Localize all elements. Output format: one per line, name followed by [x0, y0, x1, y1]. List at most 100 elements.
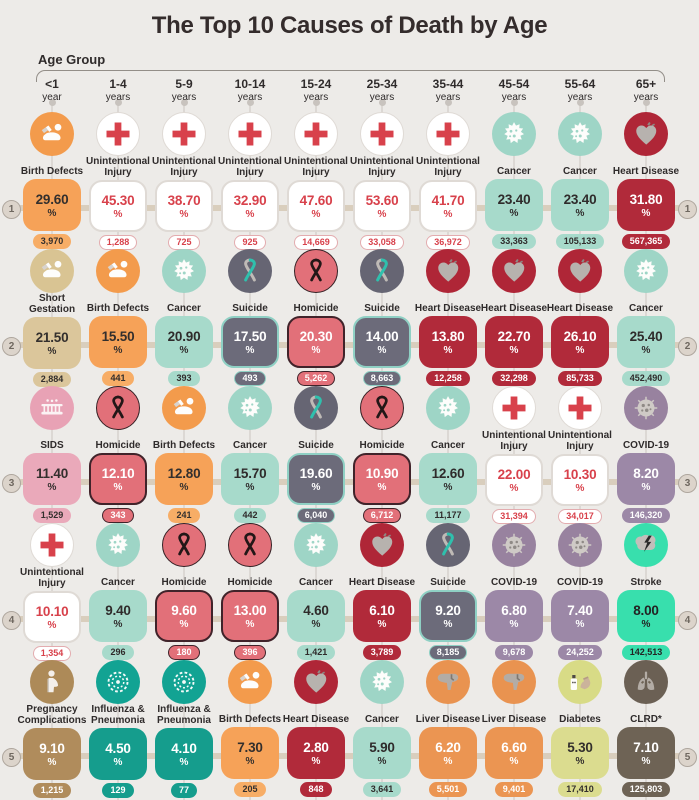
cause-cell: Unintentional Injury 32.90% 925: [217, 112, 283, 250]
percent-box: 5.30%: [551, 727, 609, 779]
cause-cell: Cancer 12.60% 11,177: [415, 386, 481, 523]
percent-sign: %: [113, 208, 123, 220]
deaths-count-badge: 2,884: [32, 372, 72, 387]
cancer-cell-icon-glyph: [570, 122, 590, 144]
percent-box: 12.10%: [89, 453, 147, 505]
column-dot: [114, 99, 122, 106]
percent-sign: %: [245, 344, 255, 356]
red-cross-icon-glyph: [502, 396, 526, 420]
column-dot: [48, 99, 56, 106]
liver-icon: [426, 660, 470, 704]
homicide-ribbon-icon: [360, 386, 404, 430]
cause-label: Homicide: [227, 576, 273, 588]
cause-cell: Suicide 17.50% 493: [217, 249, 283, 386]
deaths-count-badge: 3,789: [362, 645, 402, 660]
percent-value: 4.60: [303, 602, 329, 618]
percent-value: 8.20: [633, 465, 659, 481]
percent-box: 32.90%: [221, 180, 279, 232]
parent-and-baby-icon: [30, 249, 74, 293]
rank-number: 5: [684, 751, 691, 763]
rank-badge-3-right: 3: [678, 473, 697, 493]
red-cross-icon-glyph: [568, 396, 592, 420]
percent-value: 53.60: [365, 192, 399, 208]
percent-sign: %: [641, 618, 651, 630]
percent-box: 7.10%: [617, 727, 675, 779]
percent-sign: %: [443, 755, 453, 767]
cause-cell: Birth Defects 12.80% 241: [151, 386, 217, 523]
homicide-ribbon-icon-glyph: [310, 258, 322, 282]
cause-cell: Unintentional Injury 41.70% 36,972: [415, 112, 481, 250]
cause-label: COVID-19: [556, 576, 604, 588]
cancer-cell-icon: [492, 112, 536, 156]
rank-badge-1-right: 1: [678, 199, 697, 219]
parent-and-baby-icon: [162, 386, 206, 430]
covid-virus-icon: [624, 386, 668, 430]
percent-sign: %: [575, 618, 585, 630]
age-group-header-8: 55-64 years: [547, 77, 613, 103]
cause-cell: Homicide 20.30% 5,262: [283, 249, 349, 386]
cause-label: Birth Defects: [20, 165, 84, 177]
rank-number: 1: [8, 203, 15, 215]
percent-box: 6.20%: [419, 727, 477, 779]
percent-box: 21.50%: [23, 317, 81, 369]
cause-label: Unintentional Injury: [416, 156, 480, 178]
age-unit-label: year: [42, 92, 62, 103]
cause-cell: Cancer 20.90% 393: [151, 249, 217, 386]
deaths-count-badge: 142,513: [621, 645, 671, 660]
deaths-count-badge: 36,972: [426, 235, 470, 250]
percent-value: 25.40: [629, 328, 663, 344]
cause-label: Liver Disease: [415, 713, 481, 725]
percent-sign: %: [377, 618, 387, 630]
covid-virus-icon: [558, 523, 602, 567]
deaths-count-badge: 205: [234, 782, 266, 797]
percent-box: 23.40%: [485, 179, 543, 231]
age-unit-label: years: [501, 92, 527, 103]
percent-value: 15.50: [101, 328, 135, 344]
percent-sign: %: [179, 208, 189, 220]
deaths-count-badge: 85,733: [558, 371, 602, 386]
percent-value: 11.40: [35, 465, 69, 481]
age-range-label: 1-4: [109, 77, 127, 91]
rank-number: 3: [684, 477, 691, 489]
red-cross-icon: [558, 386, 602, 430]
percent-value: 9.20: [435, 602, 461, 618]
column-dot: [444, 99, 452, 106]
row-connector-line: [12, 479, 687, 485]
cancer-cell-icon-glyph: [636, 259, 656, 281]
liver-icon-glyph: [437, 673, 459, 690]
cancer-cell-icon: [162, 249, 206, 293]
cause-cell: Suicide 9.20% 8,185: [415, 523, 481, 660]
homicide-ribbon-icon-glyph: [112, 395, 124, 419]
cause-cell: Stroke 8.00% 142,513: [613, 523, 679, 660]
flu-virus-icon-glyph: [107, 671, 129, 693]
insulin-icon-glyph: [570, 675, 591, 690]
heart-icon: [294, 660, 338, 704]
percent-value: 19.60: [299, 465, 333, 481]
cause-label: Cancer: [365, 713, 399, 725]
deaths-count-badge: 8,185: [428, 645, 468, 660]
percent-box: 10.30%: [551, 454, 609, 506]
percent-box: 41.70%: [419, 180, 477, 232]
percent-sign: %: [443, 208, 453, 220]
cancer-cell-icon: [294, 523, 338, 567]
liver-icon: [492, 660, 536, 704]
percent-sign: %: [575, 207, 585, 219]
heart-icon-glyph: [504, 259, 525, 282]
percent-value: 22.00: [497, 466, 531, 482]
percent-box: 9.20%: [419, 590, 477, 642]
percent-sign: %: [377, 344, 387, 356]
cancer-cell-icon-glyph: [438, 396, 458, 418]
percent-sign: %: [509, 618, 519, 630]
heart-icon-glyph: [438, 259, 459, 282]
column-line: [51, 104, 53, 800]
flu-virus-icon: [96, 660, 140, 704]
parent-and-baby-icon: [30, 112, 74, 156]
deaths-count-badge: 1,288: [98, 235, 138, 250]
cancer-cell-icon-glyph: [240, 396, 260, 418]
deaths-count-badge: 567,365: [621, 234, 671, 249]
percent-sign: %: [113, 481, 123, 493]
percent-sign: %: [47, 756, 57, 768]
red-cross-icon: [426, 112, 470, 156]
percent-sign: %: [47, 207, 57, 219]
parent-and-baby-icon-glyph: [41, 260, 62, 278]
